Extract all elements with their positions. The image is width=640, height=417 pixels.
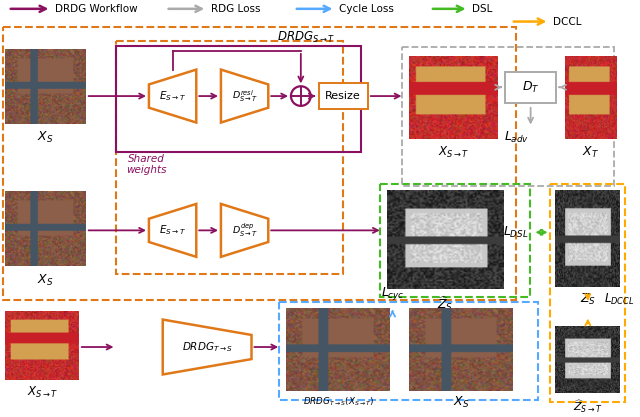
Bar xyxy=(505,72,556,103)
Text: $L_{DSL}$: $L_{DSL}$ xyxy=(503,225,529,240)
Text: $DRDG_{S\rightarrow T}$: $DRDG_{S\rightarrow T}$ xyxy=(276,30,335,45)
Bar xyxy=(279,302,538,400)
Text: DSL: DSL xyxy=(472,4,493,14)
Text: $X_{S\rightarrow T}$: $X_{S\rightarrow T}$ xyxy=(438,145,469,160)
Text: DRDG Workflow: DRDG Workflow xyxy=(55,4,138,14)
Text: $\widehat{Z}_S$: $\widehat{Z}_S$ xyxy=(436,294,453,313)
Bar xyxy=(403,47,614,186)
Bar xyxy=(550,184,625,402)
Text: $X_{S\rightarrow T}$: $X_{S\rightarrow T}$ xyxy=(27,385,58,400)
Text: $L_{adv}$: $L_{adv}$ xyxy=(504,131,529,146)
Text: $E_{S\rightarrow T}$: $E_{S\rightarrow T}$ xyxy=(159,89,186,103)
Text: $X_S$: $X_S$ xyxy=(37,131,54,146)
Text: $D^{resi}_{S\rightarrow T}$: $D^{resi}_{S\rightarrow T}$ xyxy=(232,88,258,104)
Bar xyxy=(116,46,361,152)
Text: $L_{DCCL}$: $L_{DCCL}$ xyxy=(604,291,634,306)
Text: Shared
weights: Shared weights xyxy=(125,154,166,176)
Text: DCCL: DCCL xyxy=(554,17,582,27)
Text: Resize: Resize xyxy=(325,91,361,101)
Text: Cycle Loss: Cycle Loss xyxy=(339,4,394,14)
Text: $E_{S\rightarrow T}$: $E_{S\rightarrow T}$ xyxy=(159,224,186,237)
Text: $L_{cyc}$: $L_{cyc}$ xyxy=(381,285,404,302)
Text: $Z_S$: $Z_S$ xyxy=(580,292,596,307)
Text: $DRDG_{T\rightarrow S}(X_{S\rightarrow T})$: $DRDG_{T\rightarrow S}(X_{S\rightarrow T… xyxy=(303,395,374,407)
Bar xyxy=(116,41,343,274)
Text: $X_T$: $X_T$ xyxy=(582,145,599,160)
Text: $X_S$: $X_S$ xyxy=(37,273,54,288)
Bar xyxy=(380,184,530,297)
Text: $D_T$: $D_T$ xyxy=(522,80,540,95)
Text: $D^{dep}_{S\rightarrow T}$: $D^{dep}_{S\rightarrow T}$ xyxy=(232,222,258,239)
Bar xyxy=(319,83,368,109)
Text: $\widehat{Z}_{S\rightarrow T}$: $\widehat{Z}_{S\rightarrow T}$ xyxy=(573,398,603,414)
Text: $X_S$: $X_S$ xyxy=(453,395,470,410)
Bar xyxy=(3,28,516,300)
Text: $DRDG_{T\rightarrow S}$: $DRDG_{T\rightarrow S}$ xyxy=(182,340,232,354)
Text: RDG Loss: RDG Loss xyxy=(211,4,260,14)
